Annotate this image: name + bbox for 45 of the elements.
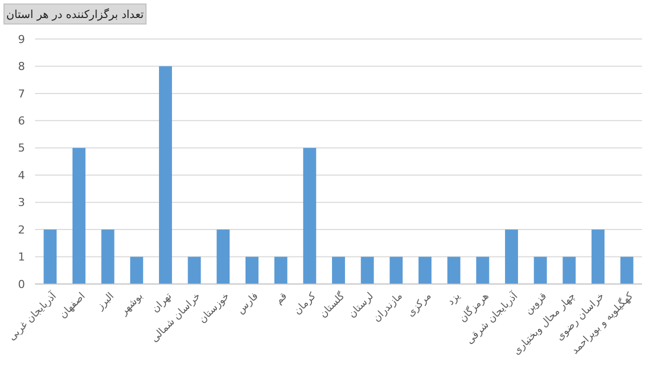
bar [101, 230, 114, 284]
y-tick-label: 1 [18, 250, 25, 264]
bar [418, 256, 432, 284]
y-tick-label: 3 [18, 196, 25, 210]
x-tick-label: آذربایجان غربی [5, 288, 60, 343]
x-tick-label: خوزستان [197, 290, 232, 326]
x-tick-label: اصفهان [58, 290, 88, 321]
bar [447, 256, 460, 284]
bar [303, 148, 316, 284]
y-tick-label: 9 [18, 32, 25, 46]
bar [332, 256, 345, 284]
bar [44, 230, 57, 284]
y-tick-label: 6 [18, 114, 25, 128]
x-tick-label: گلستان [317, 290, 348, 320]
y-tick-label: 0 [18, 278, 25, 291]
y-tick-label: 7 [18, 87, 25, 100]
x-tick-label: البرز [94, 290, 116, 313]
x-tick-label: مرکزی [405, 290, 434, 320]
bar [620, 256, 634, 284]
bar [216, 230, 230, 284]
y-tick-label: 2 [18, 223, 25, 236]
bar [158, 66, 172, 284]
x-tick-label: یزد [446, 290, 463, 308]
bar [505, 230, 518, 284]
x-tick-label: قم [274, 290, 290, 307]
bar [188, 256, 201, 284]
bar [274, 256, 288, 284]
bar [246, 256, 258, 284]
x-tick-label: کرمان [292, 290, 318, 318]
bar [562, 256, 576, 284]
y-tick-label: 8 [18, 60, 25, 74]
bar [72, 148, 86, 284]
bar [534, 256, 547, 284]
x-tick-label: فارس [235, 290, 261, 316]
y-tick-label: 5 [18, 142, 25, 155]
x-tick-label: تهران [150, 290, 174, 315]
x-tick-label: قزوین [523, 290, 550, 317]
bar [130, 256, 144, 284]
bar [476, 256, 490, 284]
bar [592, 230, 605, 284]
x-tick-label: بوشهر [118, 290, 146, 318]
bar [360, 256, 374, 284]
bar [390, 256, 403, 284]
y-tick-label: 4 [18, 168, 25, 182]
chart-title: تعداد برگزارکننده در هر استان [6, 8, 144, 21]
